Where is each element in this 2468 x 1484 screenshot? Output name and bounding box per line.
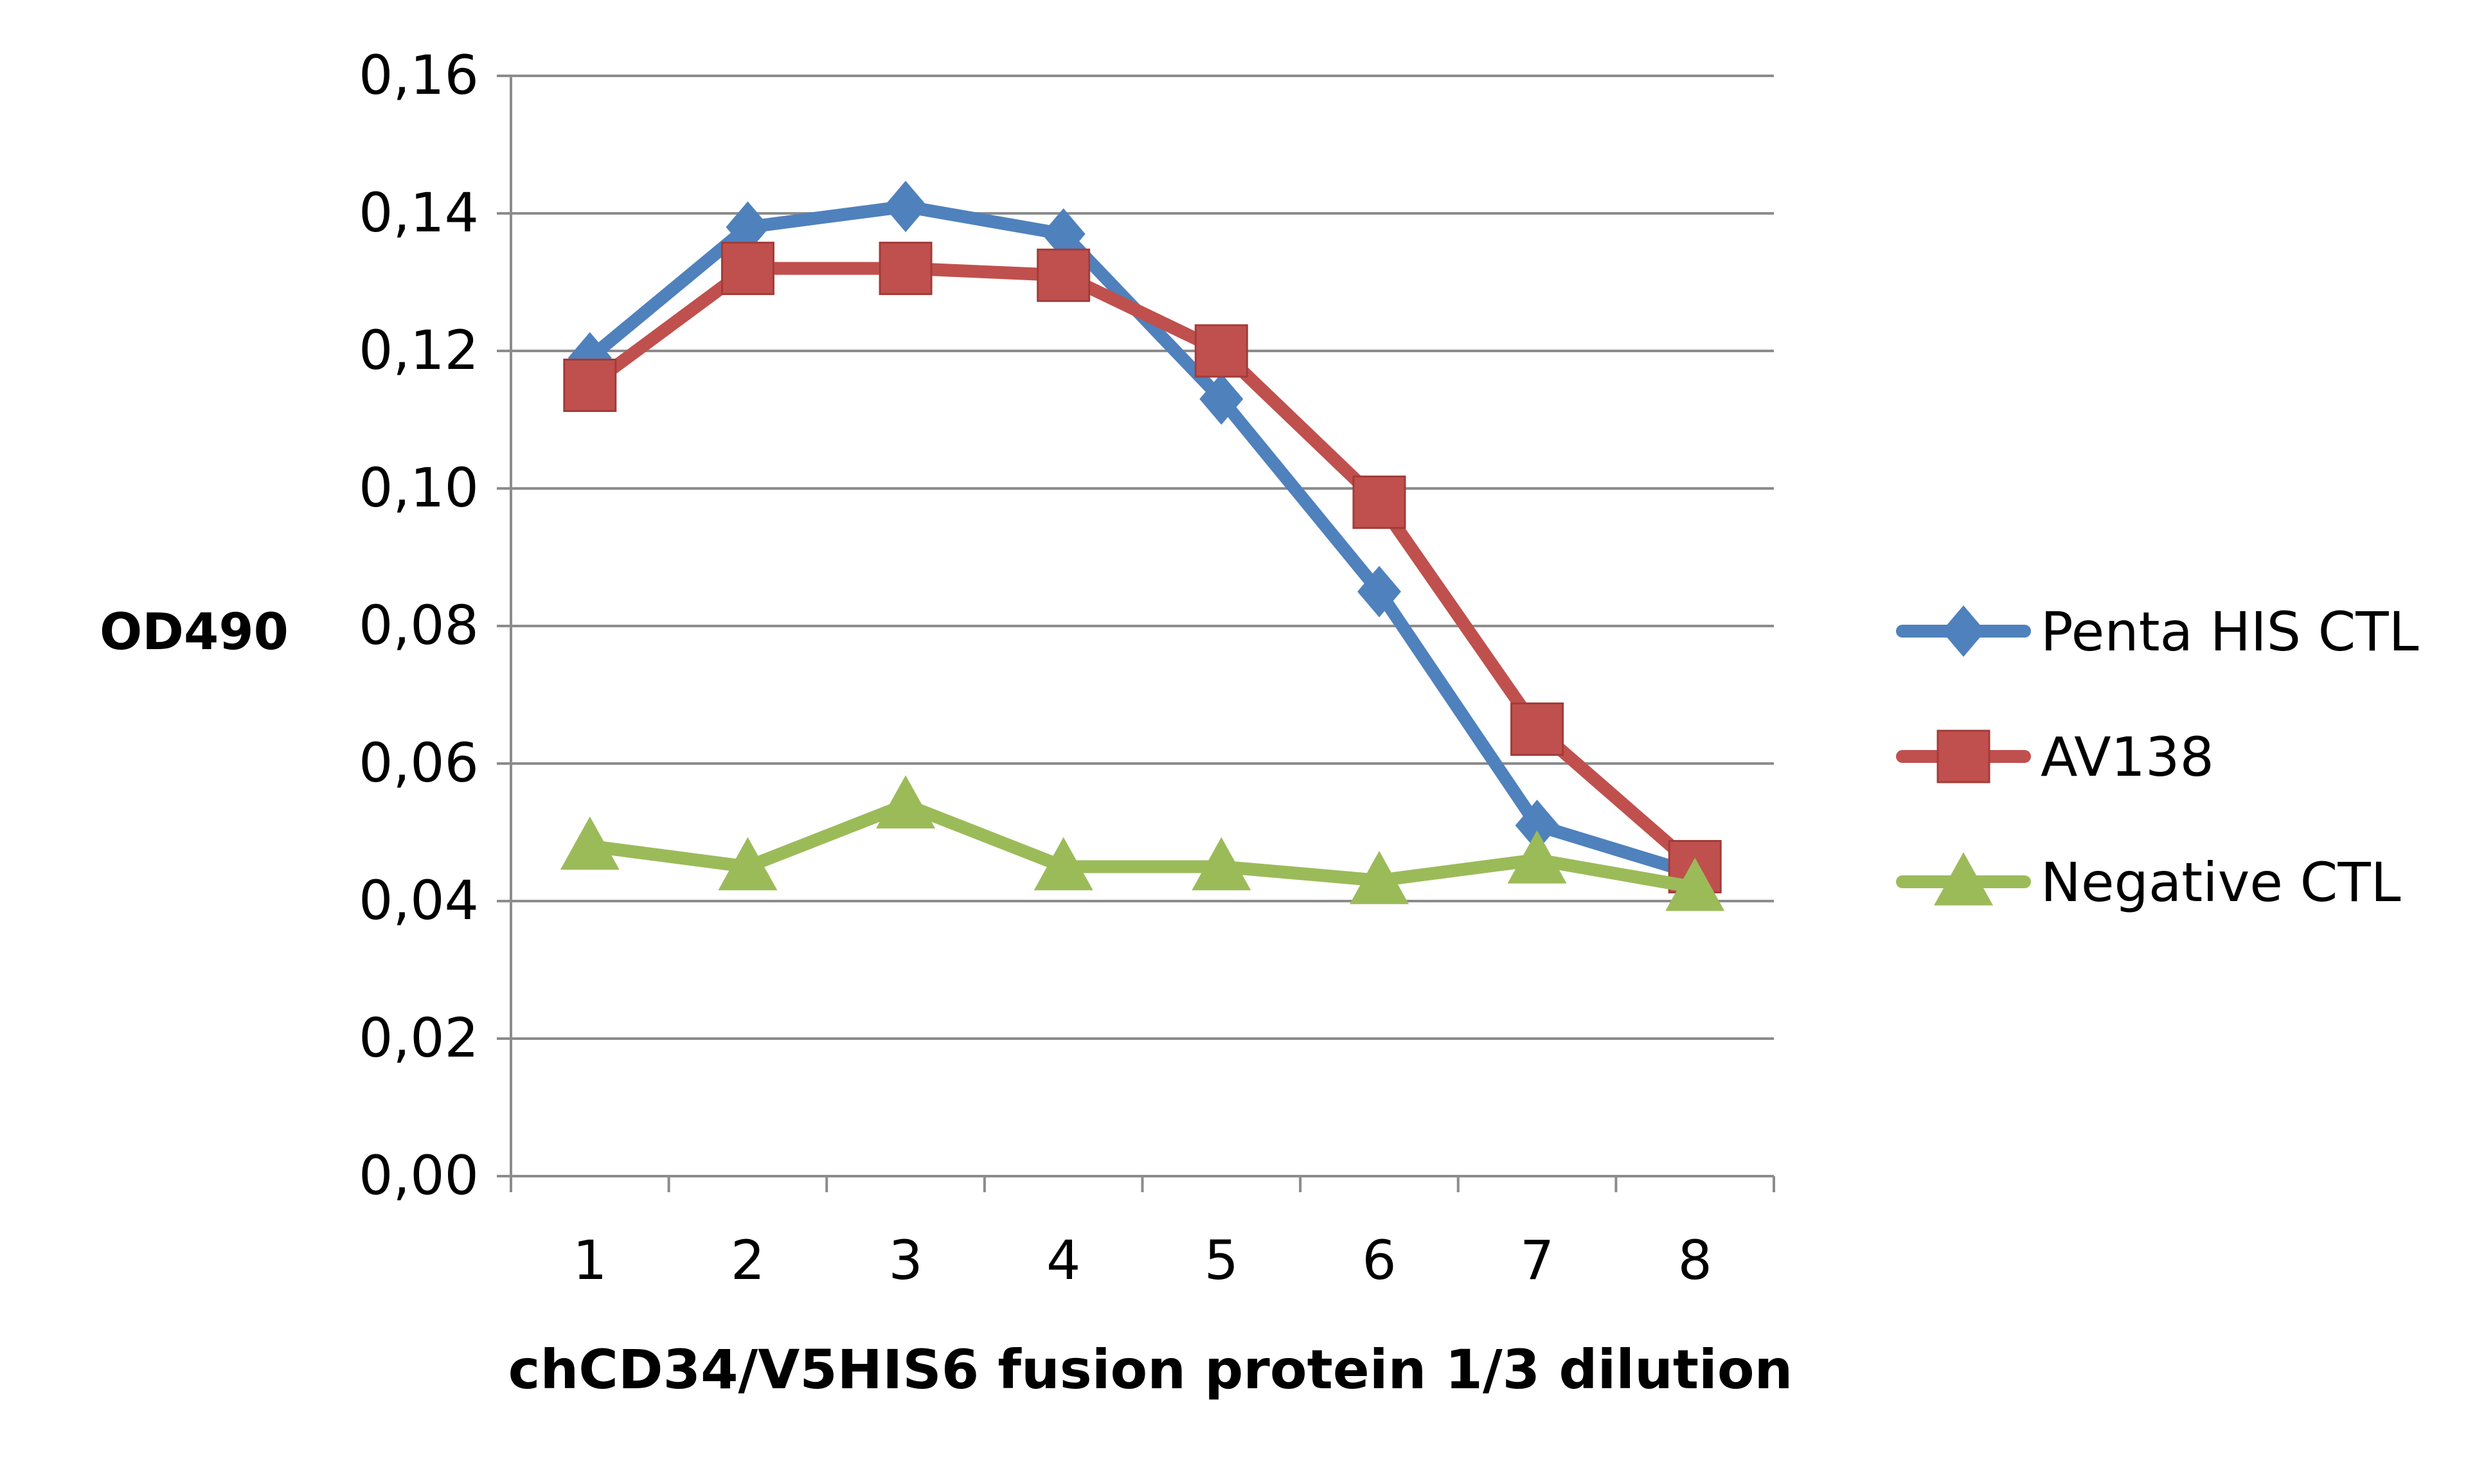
legend-swatch-marker — [1942, 605, 1985, 657]
x-tick-label: 8 — [1677, 1229, 1712, 1292]
data-point — [1041, 208, 1086, 260]
series-line — [583, 262, 1702, 873]
y-tick-label: 0,10 — [359, 456, 479, 519]
data-point — [1515, 800, 1559, 852]
data-point — [1037, 248, 1091, 302]
data-point — [1199, 373, 1244, 425]
data-point — [720, 242, 774, 296]
x-tick-label: 6 — [1362, 1229, 1396, 1292]
legend-label: AV138 — [2041, 726, 2214, 789]
y-tick-label: 0,08 — [359, 594, 479, 657]
legend: Penta HIS CTL AV138 Negative CTL — [1896, 600, 2419, 914]
legend-entry: Penta HIS CTL — [1896, 600, 2419, 663]
data-point — [563, 359, 617, 412]
y-tick-label: 0,02 — [359, 1006, 479, 1069]
x-tick-label: 3 — [888, 1229, 922, 1292]
y-tick-label: 0,16 — [359, 44, 479, 107]
y-axis-label: OD490 — [100, 603, 289, 661]
gridlines — [511, 75, 1774, 1040]
data-point — [876, 775, 936, 828]
data-point — [1033, 837, 1093, 891]
y-tick-label: 0,14 — [359, 181, 479, 244]
series-line — [583, 798, 1702, 894]
y-tick-label: 0,12 — [359, 319, 479, 382]
data-point — [1352, 475, 1406, 529]
data-point — [1507, 830, 1567, 884]
data-point — [726, 201, 770, 253]
series-av138 — [563, 242, 1722, 893]
data-point — [884, 181, 928, 233]
data-point — [1349, 850, 1409, 904]
x-tick-label: 7 — [1520, 1229, 1554, 1292]
series-lines — [560, 181, 1725, 911]
y-tick-labels: 0,00 0,02 0,04 0,06 0,08 0,10 0,12 0,14 0,16 — [359, 44, 479, 1207]
data-point — [1357, 566, 1401, 618]
x-tick-label: 2 — [731, 1229, 765, 1292]
x-tick-labels: 1 2 3 4 5 6 7 8 — [573, 1229, 1712, 1292]
legend-label: Penta HIS CTL — [2041, 600, 2419, 663]
data-point — [879, 242, 933, 296]
y-tick-label: 0,00 — [359, 1144, 479, 1207]
legend-label: Negative CTL — [2041, 851, 2401, 914]
x-tick-label: 1 — [573, 1229, 607, 1292]
legend-swatch-marker — [1934, 852, 1993, 906]
data-point — [1665, 857, 1725, 911]
x-tick-label: 4 — [1046, 1229, 1080, 1292]
data-point — [560, 816, 620, 870]
data-point — [1192, 837, 1251, 891]
y-tick-label: 0,06 — [359, 731, 479, 794]
data-point — [1510, 702, 1564, 756]
axes — [497, 75, 1775, 1192]
data-point — [718, 837, 778, 891]
data-point — [1194, 324, 1248, 378]
series-negative-ctl — [560, 775, 1725, 911]
y-tick-label: 0,04 — [359, 869, 479, 932]
legend-swatch-marker — [1936, 729, 1990, 783]
x-axis-label: chCD34/V5HIS6 fusion protein 1/3 dilutio… — [508, 1338, 1793, 1401]
x-tick-label: 5 — [1204, 1229, 1238, 1292]
legend-entry: AV138 — [1896, 726, 2214, 789]
legend-entry: Negative CTL — [1896, 851, 2401, 914]
